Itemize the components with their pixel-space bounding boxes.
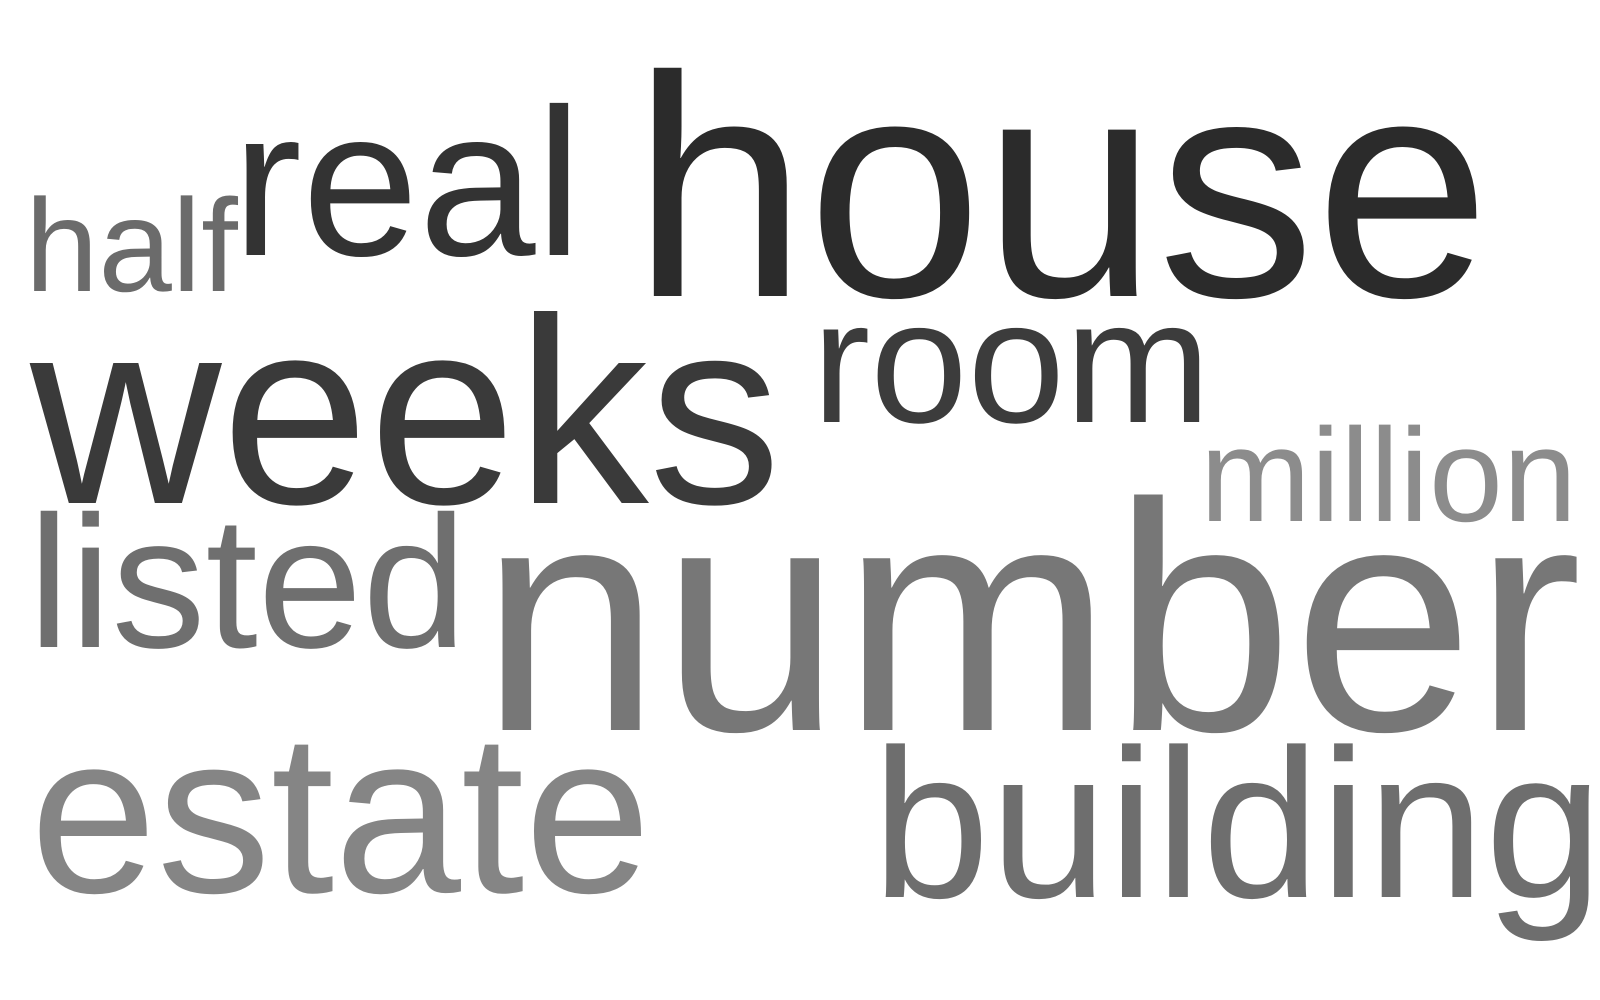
word-number: number <box>480 436 1582 799</box>
word-million: million <box>1200 402 1577 550</box>
word-real: real <box>232 65 583 300</box>
word-listed: listed <box>28 477 467 687</box>
word-house: house <box>632 11 1491 363</box>
word-half: half <box>25 172 238 319</box>
word-room: room <box>812 265 1211 460</box>
word-building: building <box>872 705 1600 942</box>
word-weeks: weeks <box>30 264 782 560</box>
word-estate: estate <box>30 687 652 941</box>
